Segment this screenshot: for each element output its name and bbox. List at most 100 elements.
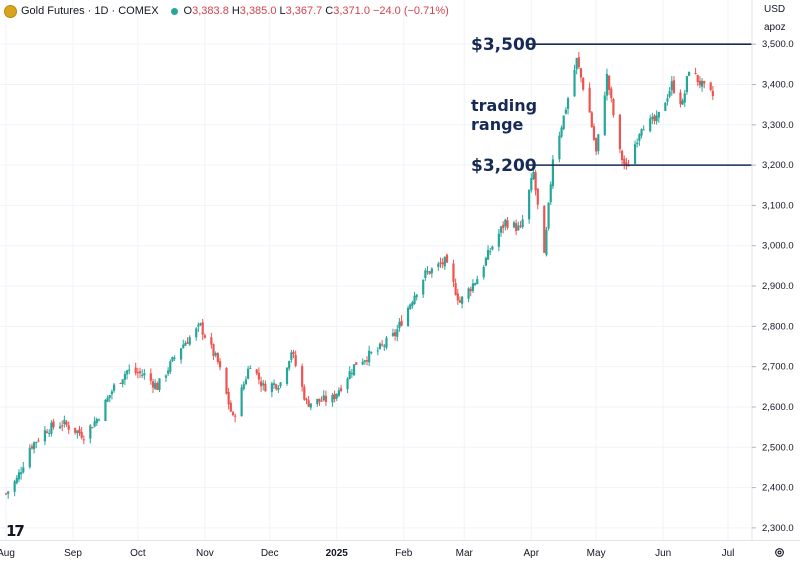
candle (683, 90, 686, 108)
candle (515, 219, 518, 236)
candle (279, 381, 282, 389)
candle (229, 400, 232, 413)
settings-gear-icon[interactable] (774, 547, 785, 558)
low-label: L (279, 5, 286, 17)
candle (413, 291, 416, 305)
price-axis[interactable]: 2,300.0 2,400.0 2,500.0 2,600.0 2,700.0 2,800… (751, 0, 800, 561)
candle (536, 188, 539, 210)
candle (305, 397, 308, 405)
time-axis[interactable]: Aug Sep Oct Nov Dec 2025 Feb Mar Apr May Jun Jul (0, 540, 800, 560)
candle (156, 381, 159, 391)
candle (376, 347, 379, 356)
candle (623, 155, 626, 170)
candle (318, 398, 321, 406)
candle (618, 113, 622, 154)
candle (482, 265, 485, 280)
x-tick-label: Feb (395, 548, 413, 559)
candle (545, 226, 548, 257)
tradingview-logo[interactable]: 17 (6, 522, 25, 540)
candle (333, 390, 336, 403)
candle (458, 296, 462, 304)
candle (422, 279, 425, 298)
candle (469, 286, 472, 297)
candle (136, 367, 139, 379)
candle (608, 75, 611, 96)
candle (110, 389, 114, 400)
candle (640, 128, 643, 139)
candle (288, 360, 291, 371)
candle (337, 387, 340, 397)
candle (242, 381, 245, 391)
annotation-range-label-line2: range (471, 115, 524, 134)
candle (320, 396, 323, 402)
candle (128, 364, 131, 375)
y-tick-label: 3,000.0 (762, 241, 794, 252)
candle (285, 366, 289, 386)
candle (125, 369, 129, 380)
currency-selector[interactable]: USD (764, 4, 786, 15)
candle (454, 278, 457, 296)
y-tick-label: 3,300.0 (762, 120, 794, 131)
candle (15, 475, 18, 485)
candle (657, 111, 660, 123)
x-tick-label: Jul (722, 548, 735, 559)
candle (582, 77, 585, 92)
candle (218, 358, 222, 371)
x-tick-label: Nov (196, 548, 214, 559)
high-value: 3,385.0 (239, 5, 277, 17)
x-tick-label: Mar (456, 548, 474, 559)
candle (331, 392, 334, 407)
candle (512, 220, 516, 229)
candle (322, 390, 325, 402)
candle (519, 221, 522, 229)
candle (76, 430, 79, 439)
candle (437, 261, 440, 271)
candle (301, 363, 304, 392)
candle (20, 466, 23, 480)
candle (471, 279, 475, 293)
candle (212, 343, 215, 360)
candle (143, 368, 146, 380)
candle (195, 327, 198, 341)
candle (681, 98, 684, 105)
candle (121, 379, 124, 388)
candle (352, 364, 356, 377)
candle (7, 490, 10, 499)
candle (597, 134, 600, 155)
candle (549, 181, 552, 205)
candle (415, 294, 418, 301)
unit-selector[interactable]: apoz (764, 22, 786, 33)
candle (61, 420, 64, 431)
candle (532, 169, 535, 181)
candle (173, 355, 176, 361)
candle (270, 381, 273, 398)
x-tick-label: Sep (64, 548, 82, 559)
candle (277, 385, 280, 393)
candle (368, 345, 371, 367)
candle (625, 157, 628, 170)
candle (74, 427, 77, 435)
candle (309, 403, 312, 411)
candle (398, 318, 401, 332)
candle (186, 337, 189, 344)
candle (259, 376, 263, 392)
symbol-title[interactable]: Gold Futures · 1D · COMEX (21, 5, 159, 17)
candle (188, 335, 191, 346)
candle (709, 81, 712, 92)
candle (566, 96, 570, 115)
candle (562, 115, 565, 131)
candle (489, 247, 492, 256)
candle (262, 379, 265, 391)
candle (430, 267, 433, 278)
candle (231, 410, 235, 417)
candle (670, 76, 673, 96)
candle (257, 367, 261, 385)
candle (303, 384, 306, 401)
close-label: C (325, 5, 334, 17)
candle (350, 368, 353, 378)
candle (467, 287, 470, 303)
candle (17, 469, 21, 483)
candle (335, 393, 338, 402)
candle (484, 256, 487, 267)
